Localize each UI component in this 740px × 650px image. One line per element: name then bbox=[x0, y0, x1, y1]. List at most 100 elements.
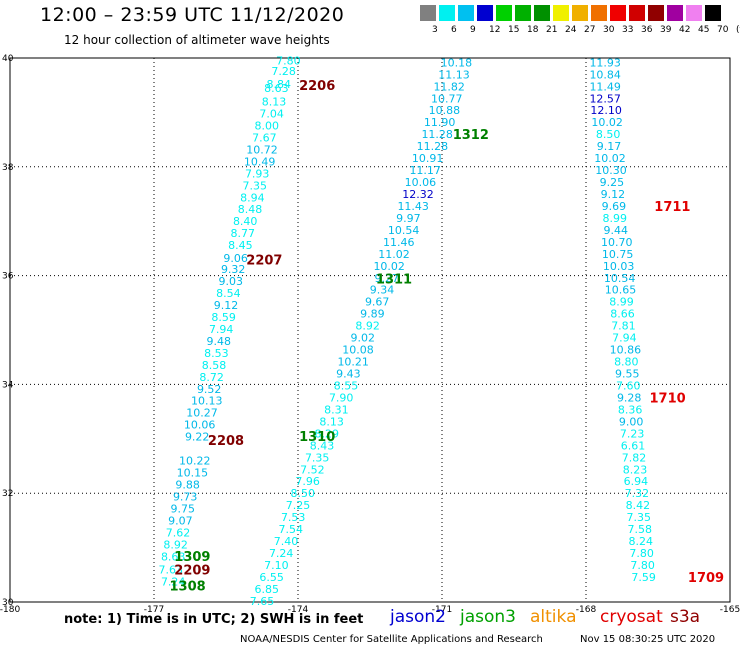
y-tick-label: 30 bbox=[2, 598, 14, 608]
wave-height-point: 8.99 bbox=[603, 212, 628, 225]
wave-height-point: 9.55 bbox=[615, 368, 640, 381]
wave-height-point: 10.54 bbox=[604, 272, 636, 285]
wave-height-point: 8.63 bbox=[161, 550, 186, 563]
wave-height-point: 7.53 bbox=[281, 511, 306, 524]
pass-number-label: 1312 bbox=[453, 128, 489, 143]
wave-height-point: 9.06 bbox=[223, 252, 248, 265]
wave-height-point: 9.07 bbox=[168, 514, 193, 527]
wave-height-point: 7.82 bbox=[622, 451, 647, 464]
wave-height-point: 8.53 bbox=[204, 347, 229, 360]
wave-height-point: 8.92 bbox=[163, 538, 188, 551]
wave-height-point: 8.55 bbox=[334, 379, 359, 392]
legend-value: 33 bbox=[622, 25, 634, 35]
legend-value: 18 bbox=[527, 25, 539, 35]
wave-height-point: 9.44 bbox=[604, 224, 629, 237]
wave-height-point: 8.13 bbox=[262, 96, 287, 109]
legend-value: (ft) bbox=[736, 25, 740, 35]
wave-height-point: 7.80 bbox=[276, 55, 301, 68]
wave-height-point: 9.17 bbox=[597, 140, 622, 153]
wave-height-point: 12.32 bbox=[402, 188, 434, 201]
wave-height-point: 8.94 bbox=[240, 191, 265, 204]
satellite-jason2: jason2 bbox=[390, 607, 446, 627]
x-tick-label: -174 bbox=[288, 605, 309, 615]
wave-height-point: 9.88 bbox=[175, 478, 200, 491]
wave-height-point: 8.84 bbox=[267, 78, 292, 91]
wave-height-point: 8.40 bbox=[233, 215, 258, 228]
credit-text: NOAA/NESDIS Center for Satellite Applica… bbox=[240, 634, 543, 645]
legend-value: 30 bbox=[603, 25, 615, 35]
legend-swatch bbox=[553, 5, 569, 21]
legend-swatch bbox=[420, 5, 436, 21]
wave-height-point: 6.61 bbox=[621, 439, 646, 452]
legend-value: 15 bbox=[508, 25, 520, 35]
wave-height-point: 12.10 bbox=[590, 104, 622, 117]
y-tick-label: 40 bbox=[2, 54, 14, 64]
wave-height-point: 8.48 bbox=[238, 203, 263, 216]
legend-swatch bbox=[458, 5, 474, 21]
legend-swatch bbox=[591, 5, 607, 21]
legend-value: 3 bbox=[432, 25, 438, 35]
wave-height-point: 11.28 bbox=[417, 140, 449, 153]
wave-height-point: 8.36 bbox=[618, 403, 643, 416]
wave-height-point: 9.73 bbox=[173, 490, 198, 503]
y-tick-label: 36 bbox=[2, 272, 14, 282]
legend-swatch bbox=[515, 5, 531, 21]
wave-height-point: 9.67 bbox=[365, 296, 390, 309]
wave-height-point: 8.50 bbox=[596, 128, 621, 141]
pass-number-label: 2207 bbox=[246, 253, 282, 268]
wave-height-point: 7.28 bbox=[271, 65, 296, 78]
wave-height-point: 9.97 bbox=[396, 212, 421, 225]
wave-height-point: 10.75 bbox=[602, 248, 634, 261]
wave-height-point: 10.54 bbox=[388, 224, 420, 237]
pass-number-label: 1310 bbox=[299, 430, 335, 445]
wave-height-point: 7.23 bbox=[620, 427, 645, 440]
wave-height-point: 9.02 bbox=[351, 332, 376, 345]
wave-height-point: 8.50 bbox=[291, 487, 316, 500]
wave-height-point: 8.72 bbox=[199, 371, 224, 384]
wave-height-point: 8.42 bbox=[626, 499, 651, 512]
wave-height-point: 8.54 bbox=[216, 287, 241, 300]
legend-swatch bbox=[439, 5, 455, 21]
wave-height-point: 9.52 bbox=[197, 383, 222, 396]
wave-height-point: 10.27 bbox=[186, 407, 218, 420]
wave-height-point: 9.03 bbox=[219, 275, 244, 288]
wave-height-point: 10.72 bbox=[246, 143, 278, 156]
wave-height-point: 7.35 bbox=[627, 511, 652, 524]
wave-height-point: 6.85 bbox=[255, 583, 280, 596]
pass-number-label: 1710 bbox=[650, 391, 686, 406]
x-tick-label: -177 bbox=[144, 605, 164, 615]
wave-height-point: 10.22 bbox=[179, 455, 211, 468]
wave-height-point: 7.35 bbox=[243, 179, 268, 192]
pass-number-label: 2208 bbox=[208, 434, 244, 449]
wave-height-point: 7.58 bbox=[628, 523, 653, 536]
wave-height-point: 8.66 bbox=[610, 308, 635, 321]
wave-height-point: 7.63 bbox=[159, 563, 184, 576]
wave-height-point: 9.25 bbox=[600, 176, 625, 189]
legend-swatch bbox=[705, 5, 721, 21]
wave-height-point: 11.28 bbox=[421, 128, 453, 141]
legend-value: 12 bbox=[489, 25, 501, 35]
wave-height-point: 7.96 bbox=[295, 475, 320, 488]
legend-swatch bbox=[477, 5, 493, 21]
satellite-jason3: jason3 bbox=[460, 607, 516, 627]
wave-height-point: 10.84 bbox=[589, 68, 621, 81]
wave-height-point: 10.70 bbox=[601, 236, 633, 249]
wave-height-point: 10.77 bbox=[431, 92, 463, 105]
wave-height-point: 8.80 bbox=[614, 356, 639, 369]
wave-height-point: 7.59 bbox=[631, 571, 656, 584]
y-tick-label: 32 bbox=[2, 489, 13, 499]
legend-value: 36 bbox=[641, 25, 653, 35]
x-tick-label: -165 bbox=[720, 605, 740, 615]
legend-value: 39 bbox=[660, 25, 672, 35]
wave-height-point: 6.94 bbox=[624, 475, 649, 488]
wave-height-point: 10.30 bbox=[595, 164, 627, 177]
wave-height-point: 8.23 bbox=[623, 463, 648, 476]
wave-height-point: 10.21 bbox=[337, 356, 369, 369]
plot-frame bbox=[9, 57, 731, 603]
legend-swatch bbox=[610, 5, 626, 21]
wave-height-point: 10.02 bbox=[373, 260, 405, 273]
wave-height-point: 7.10 bbox=[264, 559, 289, 572]
timestamp-text: Nov 15 08:30:25 UTC 2020 bbox=[580, 634, 716, 645]
wave-height-point: 10.06 bbox=[405, 176, 437, 189]
wave-height-point: 9.32 bbox=[221, 263, 246, 276]
